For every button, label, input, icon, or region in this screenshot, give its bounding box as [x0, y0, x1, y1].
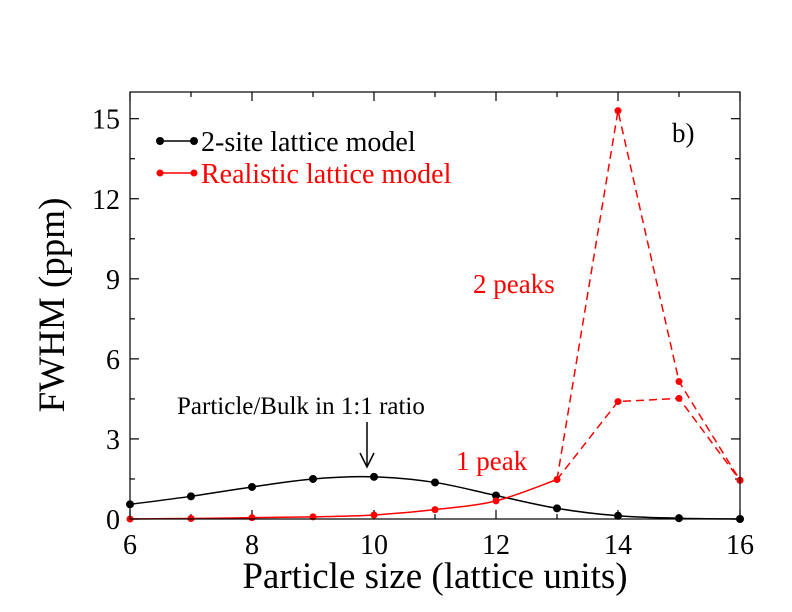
- y-tick-label: 0: [106, 505, 120, 536]
- branch-line-2-peaks: [556, 110, 741, 481]
- x-tick-label: 8: [245, 530, 259, 561]
- annotation-1-peak: 1 peak: [456, 446, 528, 476]
- branch-line-1-peak: [556, 397, 741, 481]
- legend-marker-2-site: [190, 137, 198, 145]
- data-point-realistic: [370, 511, 378, 519]
- data-point-2-site: [492, 491, 500, 500]
- data-point-2-peaks: [675, 378, 683, 386]
- data-point-1-peak: [675, 394, 683, 402]
- axis-tick-labels: 6 8 10 12 14 16 0 3 6 9 12 15: [92, 105, 754, 561]
- data-point-2-site: [187, 492, 195, 501]
- y-tick-label: 6: [106, 345, 120, 376]
- legend-marker-2-site: [156, 137, 164, 145]
- legend: 2-site lattice model Realistic lattice m…: [156, 127, 452, 190]
- data-point-realistic: [431, 506, 439, 514]
- data-point-2-site: [614, 511, 622, 520]
- legend-marker-realistic: [190, 169, 198, 177]
- y-tick-label: 12: [92, 185, 120, 216]
- arrow-annotation: [359, 422, 375, 469]
- data-point-realistic: [492, 497, 500, 505]
- data-point-2-peaks: [614, 107, 622, 115]
- data-point-realistic: [553, 476, 561, 484]
- data-point-2-site: [553, 504, 561, 513]
- y-tick-label: 15: [92, 105, 120, 136]
- y-tick-label: 9: [106, 265, 120, 296]
- legend-marker-realistic: [156, 169, 164, 177]
- x-tick-label: 16: [726, 530, 754, 561]
- data-point-2-site: [309, 474, 317, 483]
- series-points: [126, 107, 744, 523]
- data-point-realistic: [248, 514, 256, 522]
- data-point-2-site: [248, 482, 256, 491]
- x-tick-label: 14: [604, 530, 632, 561]
- annotation-ratio-note: Particle/Bulk in 1:1 ratio: [177, 393, 425, 420]
- y-axis-title: FWHM (ppm): [32, 198, 73, 413]
- y-tick-label: 3: [106, 425, 120, 456]
- annotation-2-peaks: 2 peaks: [473, 269, 555, 299]
- plot-frame: [129, 91, 741, 520]
- x-axis-title: Particle size (lattice units): [242, 556, 627, 597]
- data-point-2-site: [431, 478, 439, 487]
- legend-label-2-site: 2-site lattice model: [201, 127, 416, 158]
- data-point-2-site: [675, 514, 683, 523]
- data-point-1-peak: [614, 398, 622, 406]
- arrow-head: [359, 452, 375, 469]
- x-tick-label: 6: [123, 530, 137, 561]
- x-tick-label: 10: [360, 530, 388, 561]
- data-point-2-site: [370, 472, 378, 481]
- x-tick-label: 12: [482, 530, 510, 561]
- panel-label: b): [672, 118, 695, 148]
- legend-label-realistic: Realistic lattice model: [201, 159, 452, 190]
